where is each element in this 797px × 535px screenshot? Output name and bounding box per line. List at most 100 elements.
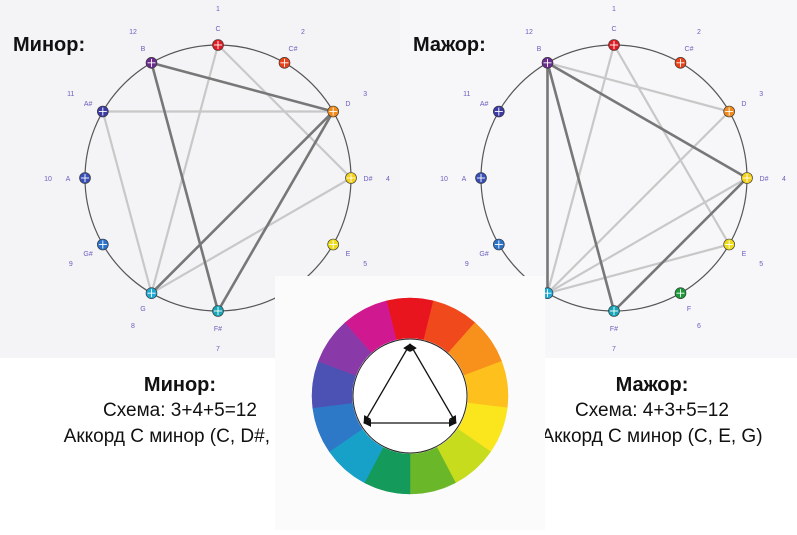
major-light-line-c-g xyxy=(546,44,616,294)
major-outer-ring xyxy=(480,44,748,312)
note-name-label: F# xyxy=(214,326,222,333)
minor-note-a: A 10 xyxy=(44,172,91,184)
note-number-label: 11 xyxy=(463,91,470,98)
note-name-label: G xyxy=(140,306,145,313)
note-name-label: A# xyxy=(84,101,93,108)
major-light-line-c-e xyxy=(613,44,731,246)
minor-note-b: B 12 xyxy=(129,29,158,69)
note-number-label: 11 xyxy=(67,91,74,98)
note-name-label: B xyxy=(537,46,542,53)
minor-note-e: E5 xyxy=(327,238,367,268)
major-note-g-sharp: G# 9 xyxy=(465,238,505,268)
note-number-label: 5 xyxy=(759,261,763,268)
minor-dark-line-d-f-sharp xyxy=(216,110,335,312)
major-note-d: D3 xyxy=(723,91,763,118)
minor-dark-line-d-g xyxy=(150,110,335,295)
minor-caption-title: Минор: xyxy=(143,374,217,396)
note-name-label: D xyxy=(741,101,746,108)
note-name-label: G# xyxy=(83,251,92,258)
major-scheme: Схема: 4+3+5=12 xyxy=(575,400,729,421)
minor-dark-line-b-f-sharp xyxy=(150,62,220,312)
major-note-c-sharp: C# 2 xyxy=(674,29,701,69)
note-name-label: A xyxy=(462,176,467,183)
color-wheel xyxy=(311,297,509,495)
major-light-line-d-g xyxy=(546,110,730,294)
note-name-label: E xyxy=(346,251,351,258)
triad-arrow xyxy=(363,343,411,424)
major-dark-line-b-d-sharp xyxy=(546,61,748,180)
major-note-f-sharp: F# 7 xyxy=(608,305,620,353)
note-name-label: C xyxy=(611,26,616,33)
note-number-label: 4 xyxy=(782,176,786,183)
minor-note-f-sharp: F# 7 xyxy=(212,305,224,353)
minor-note-g-sharp: G# 9 xyxy=(69,238,109,268)
note-number-label: 1 xyxy=(612,6,616,13)
minor-light-line-a-sharp-g xyxy=(101,111,153,294)
note-name-label: F# xyxy=(610,326,618,333)
note-number-label: 3 xyxy=(759,91,763,98)
minor-note-d-sharp: D# 4 xyxy=(345,172,390,184)
note-number-label: 7 xyxy=(216,346,220,353)
note-name-label: A# xyxy=(480,101,489,108)
note-name-label: G# xyxy=(479,251,488,258)
note-number-label: 6 xyxy=(697,323,701,330)
note-number-label: 2 xyxy=(697,29,701,36)
minor-outer-ring xyxy=(84,44,352,312)
major-note-e: E5 xyxy=(723,238,763,268)
minor-light-line-c-g xyxy=(150,44,220,294)
major-note-b: B 12 xyxy=(525,29,554,69)
major-light-line-e-g xyxy=(547,243,730,295)
note-name-label: C xyxy=(215,26,220,33)
note-name-label: E xyxy=(742,251,747,258)
note-name-label: D# xyxy=(760,176,769,183)
note-number-label: 8 xyxy=(131,323,135,330)
note-name-label: D xyxy=(345,101,350,108)
major-caption-title: Мажор: xyxy=(615,374,689,396)
note-name-label: D# xyxy=(364,176,373,183)
major-panel-title: Мажор: xyxy=(413,34,486,56)
note-number-label: 5 xyxy=(363,261,367,268)
major-chord: Аккорд С минор (C, E, G) xyxy=(541,426,763,447)
minor-caption: Минор: Схема: 3+4+5=12 Аккорд С минор (C… xyxy=(55,372,305,450)
note-number-label: 4 xyxy=(386,176,390,183)
note-number-label: 12 xyxy=(525,29,533,36)
note-number-label: 9 xyxy=(69,261,73,268)
major-note-a-sharp: A# 11 xyxy=(463,91,505,118)
minor-scheme: Схема: 3+4+5=12 xyxy=(103,400,257,421)
note-number-label: 2 xyxy=(301,29,305,36)
note-number-label: 1 xyxy=(216,6,220,13)
note-number-label: 12 xyxy=(129,29,137,36)
note-number-label: 10 xyxy=(44,176,52,183)
minor-note-g: G8 xyxy=(131,287,158,330)
minor-note-a-sharp: A# 11 xyxy=(67,91,109,118)
note-name-label: B xyxy=(141,46,146,53)
major-note-a: A 10 xyxy=(440,172,487,184)
color-wheel-center xyxy=(352,338,468,454)
triad-arrow xyxy=(409,343,457,424)
note-name-label: F xyxy=(687,306,691,313)
major-note-d-sharp: D# 4 xyxy=(741,172,786,184)
note-number-label: 10 xyxy=(440,176,448,183)
note-name-label: C# xyxy=(289,46,298,53)
minor-note-c: C1 xyxy=(212,6,224,51)
major-dark-line-d-sharp-f-sharp xyxy=(613,177,748,312)
note-number-label: 7 xyxy=(612,346,616,353)
minor-chord: Аккорд С минор (C, D#, G) xyxy=(63,426,297,447)
note-number-label: 9 xyxy=(465,261,469,268)
note-name-label: C# xyxy=(685,46,694,53)
minor-light-line-d-sharp-g xyxy=(150,177,352,295)
note-number-label: 3 xyxy=(363,91,367,98)
minor-panel-title: Минор: xyxy=(13,34,86,56)
minor-note-c-sharp: C# 2 xyxy=(278,29,305,69)
major-note-c: C1 xyxy=(608,6,620,51)
minor-note-d: D3 xyxy=(327,91,367,118)
note-name-label: A xyxy=(66,176,71,183)
major-light-line-b-d xyxy=(547,61,730,113)
minor-dark-line-b-d xyxy=(151,61,334,113)
major-dark-line-b-f-sharp xyxy=(546,62,616,312)
color-wheel-area xyxy=(275,276,545,530)
major-caption: Мажор: Схема: 4+3+5=12 Аккорд С минор (C… xyxy=(522,372,782,450)
major-light-line-d-sharp-g xyxy=(546,177,748,295)
